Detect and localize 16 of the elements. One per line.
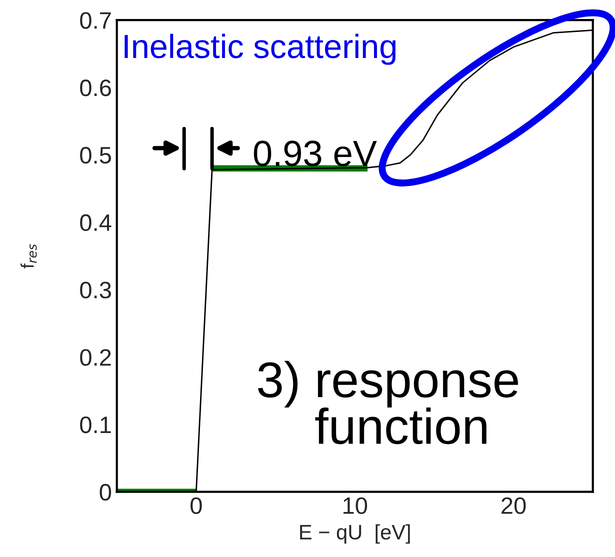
y-tick-label: 0.7 <box>80 12 111 29</box>
y-tick-label: 0.3 <box>80 282 111 298</box>
y-tick-label: 0.4 <box>80 214 112 232</box>
y-tick-label: 0.5 <box>80 146 111 164</box>
x-tick-label: 20 <box>502 497 526 514</box>
y-tick-label: 0.2 <box>80 349 111 366</box>
y-tick-label: 0.1 <box>80 416 111 434</box>
x-tick-label: 0 <box>190 497 202 514</box>
x-axis-title: E − qU [eV] <box>300 524 410 544</box>
y-tick-label: 0 <box>100 484 112 501</box>
y-axis-title: f$_{res}$ <box>20 244 37 268</box>
annotation: 3) response function <box>258 360 518 444</box>
y-tick-label: 0.6 <box>80 80 111 96</box>
annotation: Inelastic scattering <box>124 34 396 65</box>
annotation: 0.93 eV <box>254 140 377 166</box>
x-tick-label: 10 <box>344 497 368 514</box>
